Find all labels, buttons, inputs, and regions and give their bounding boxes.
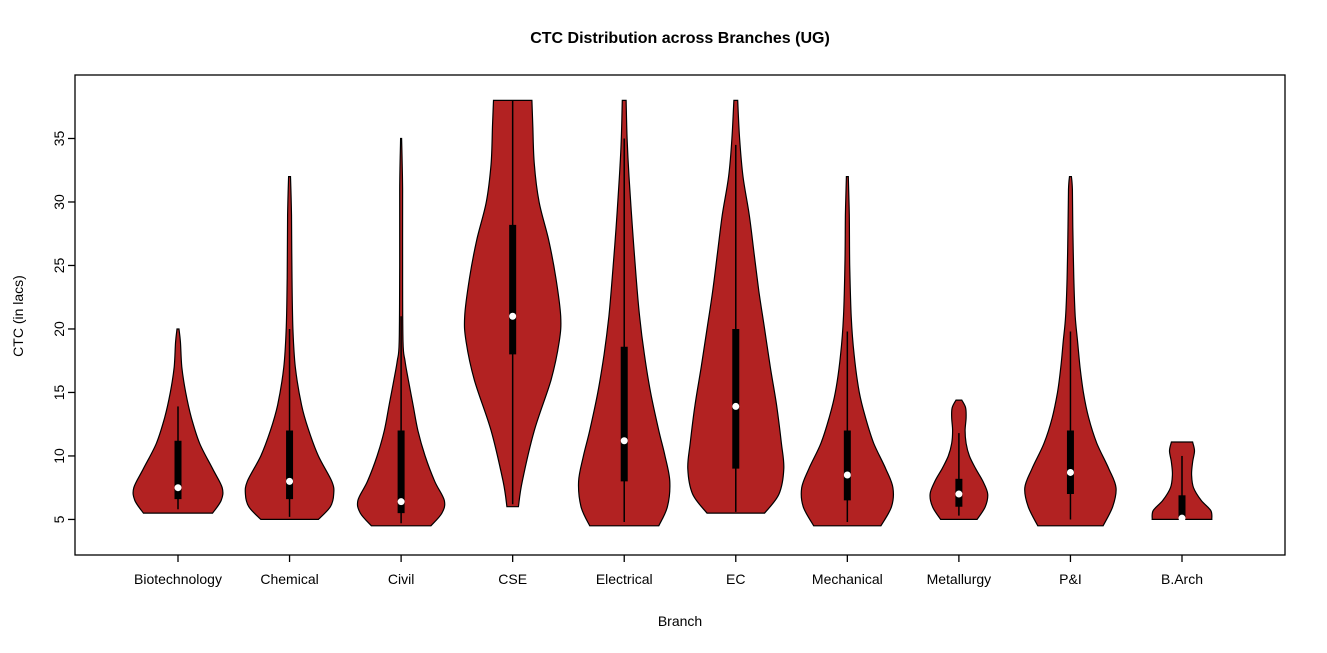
median-dot-Mechanical: [843, 471, 851, 479]
y-tick-label: 25: [51, 257, 67, 273]
median-dot-Metallurgy: [955, 490, 963, 498]
y-tick-label: 15: [51, 384, 67, 400]
median-dot-B.Arch: [1178, 514, 1186, 522]
median-dot-Biotechnology: [174, 484, 182, 492]
median-dot-P&I: [1066, 468, 1074, 476]
x-tick-label: Metallurgy: [927, 571, 992, 587]
x-tick-label: EC: [726, 571, 745, 587]
median-dot-Chemical: [286, 477, 294, 485]
median-dot-Electrical: [620, 437, 628, 445]
x-tick-label: Biotechnology: [134, 571, 222, 587]
plot-border: [74, 74, 1286, 556]
y-tick-label: 30: [51, 194, 67, 210]
x-tick-label: P&I: [1059, 571, 1082, 587]
x-tick-label: CSE: [498, 571, 527, 587]
median-dot-Civil: [397, 498, 405, 506]
x-tick-label: Civil: [388, 571, 414, 587]
x-tick-label: Electrical: [596, 571, 653, 587]
median-dot-CSE: [509, 312, 517, 320]
y-tick-label: 35: [51, 130, 67, 146]
y-tick-label: 20: [51, 321, 67, 337]
x-tick-label: B.Arch: [1161, 571, 1203, 587]
x-tick-label: Mechanical: [812, 571, 883, 587]
x-axis-label: Branch: [657, 613, 703, 629]
chart-title: CTC Distribution across Branches (UG): [530, 30, 830, 47]
y-tick-label: 5: [51, 515, 67, 523]
y-tick-label: 10: [51, 448, 67, 464]
x-tick-label: Chemical: [260, 571, 318, 587]
median-dot-EC: [732, 402, 740, 410]
